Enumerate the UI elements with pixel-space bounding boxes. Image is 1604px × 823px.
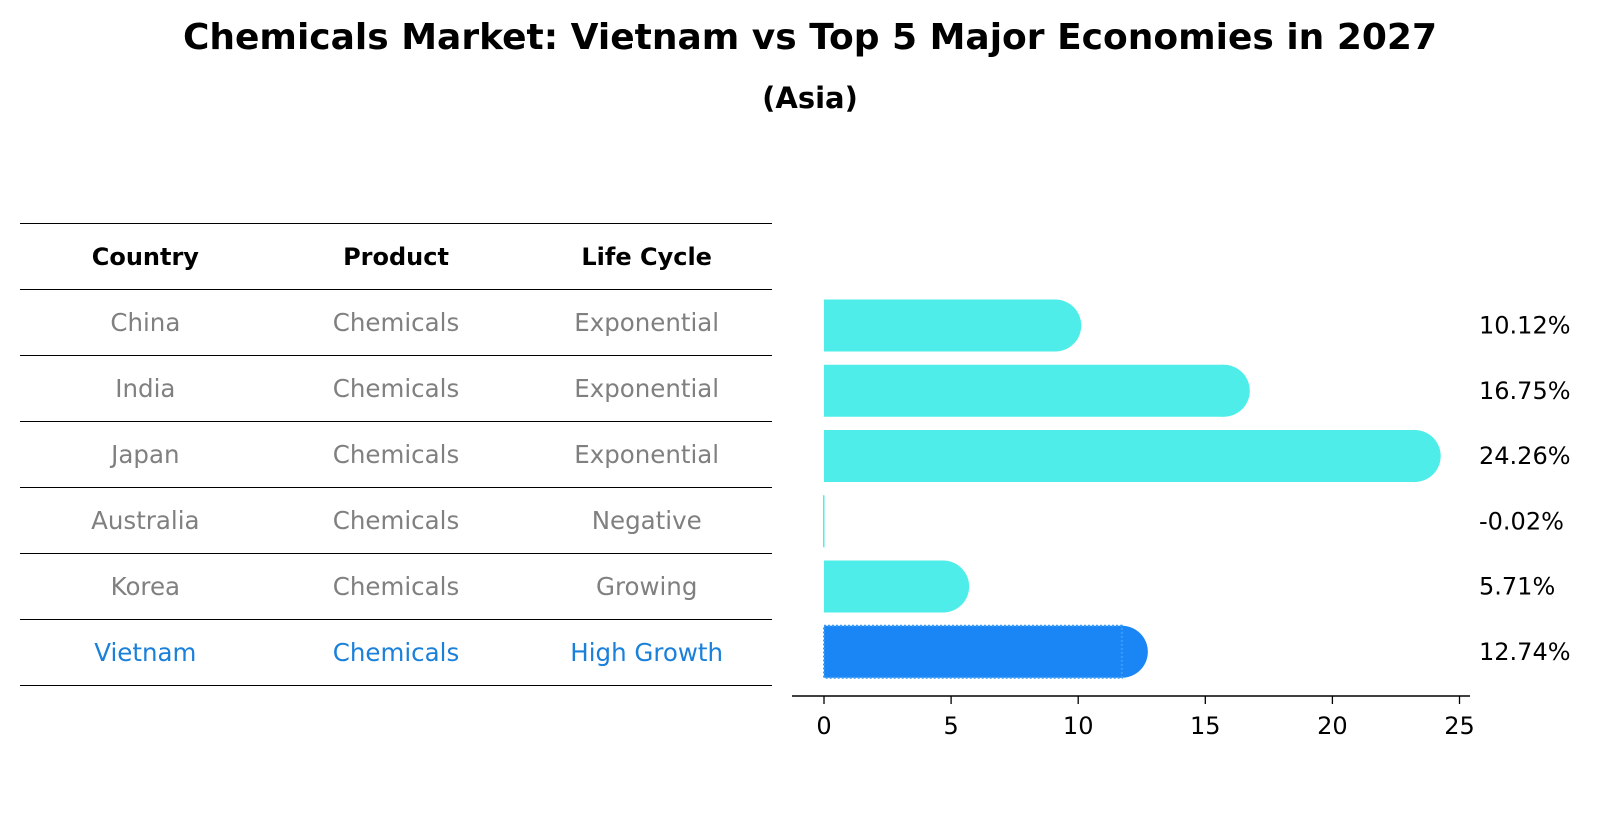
- value-label-korea: 5.71%: [1479, 573, 1555, 601]
- bar-cap-korea: [917, 560, 970, 613]
- chart-subtitle: (Asia): [762, 81, 858, 115]
- x-tick-label-20: 20: [1317, 712, 1348, 740]
- bar-australia: [822, 495, 825, 548]
- bar-body-vietnam: [824, 625, 1122, 678]
- bar-body-india: [824, 364, 1224, 417]
- country-cell: Vietnam: [94, 638, 197, 667]
- life-cycle-cell: Exponential: [574, 374, 720, 403]
- value-label-india: 16.75%: [1479, 377, 1571, 405]
- value-labels: 10.12% 16.75% 24.26% -0.02% 5.71% 12.74%: [1479, 312, 1571, 666]
- product-cell: Chemicals: [332, 572, 460, 601]
- life-cycle-cell: Exponential: [574, 440, 720, 469]
- table-header-row: Country Product Life Cycle: [20, 223, 772, 289]
- product-cell: Chemicals: [332, 374, 460, 403]
- bar-china: [824, 299, 1082, 352]
- country-cell: China: [110, 308, 181, 337]
- product-cell: Chemicals: [332, 506, 460, 535]
- column-header-product: Product: [343, 242, 449, 271]
- bar-body-japan: [824, 430, 1415, 482]
- bar-body-china: [824, 299, 1056, 352]
- life-cycle-cell: Exponential: [574, 308, 720, 337]
- table-row: Japan Chemicals Exponential: [20, 421, 772, 487]
- bar-cap-japan: [1388, 430, 1441, 482]
- table-row: India Chemicals Exponential: [20, 355, 772, 421]
- column-header-country: Country: [91, 242, 199, 271]
- country-cell: India: [115, 374, 176, 403]
- life-cycle-cell: High Growth: [570, 638, 724, 667]
- x-axis: 0 5 10 15 20 25: [792, 695, 1475, 740]
- table-row-highlight: Vietnam Chemicals High Growth: [20, 619, 772, 686]
- x-tick-label-0: 0: [816, 712, 831, 740]
- bar-india: [824, 364, 1250, 417]
- value-label-australia: -0.02%: [1479, 507, 1564, 535]
- table-row: Korea Chemicals Growing: [20, 553, 772, 619]
- life-cycle-cell: Negative: [591, 506, 702, 535]
- x-tick-label-10: 10: [1063, 712, 1094, 740]
- value-label-japan: 24.26%: [1479, 442, 1571, 470]
- bars-layer: [822, 299, 1441, 679]
- column-header-life-cycle: Life Cycle: [581, 242, 712, 271]
- x-tick-label-25: 25: [1444, 712, 1475, 740]
- bar-japan: [824, 430, 1441, 482]
- bar-cap-vietnam: [1095, 625, 1148, 678]
- bar-korea: [824, 560, 970, 613]
- product-cell: Chemicals: [332, 638, 460, 667]
- bar-outline-vietnam: [823, 624, 1123, 679]
- table-row: China Chemicals Exponential: [20, 289, 772, 355]
- product-cell: Chemicals: [332, 308, 460, 337]
- country-cell: Japan: [111, 440, 180, 469]
- table-row: Australia Chemicals Negative: [20, 487, 772, 553]
- value-label-vietnam: 12.74%: [1479, 638, 1571, 666]
- chart-title: Chemicals Market: Vietnam vs Top 5 Major…: [182, 17, 1438, 58]
- x-tick-label-15: 15: [1190, 712, 1221, 740]
- life-cycle-cell: Growing: [595, 572, 698, 601]
- country-cell: Korea: [110, 572, 181, 601]
- data-table: Country Product Life Cycle China Chemica…: [20, 223, 772, 686]
- bar-cap-china: [1029, 299, 1082, 352]
- product-cell: Chemicals: [332, 440, 460, 469]
- value-label-china: 10.12%: [1479, 312, 1571, 340]
- x-tick-label-5: 5: [943, 712, 958, 740]
- bar-vietnam: [823, 624, 1148, 679]
- bar-cap-india: [1197, 364, 1250, 417]
- country-cell: Australia: [91, 506, 200, 535]
